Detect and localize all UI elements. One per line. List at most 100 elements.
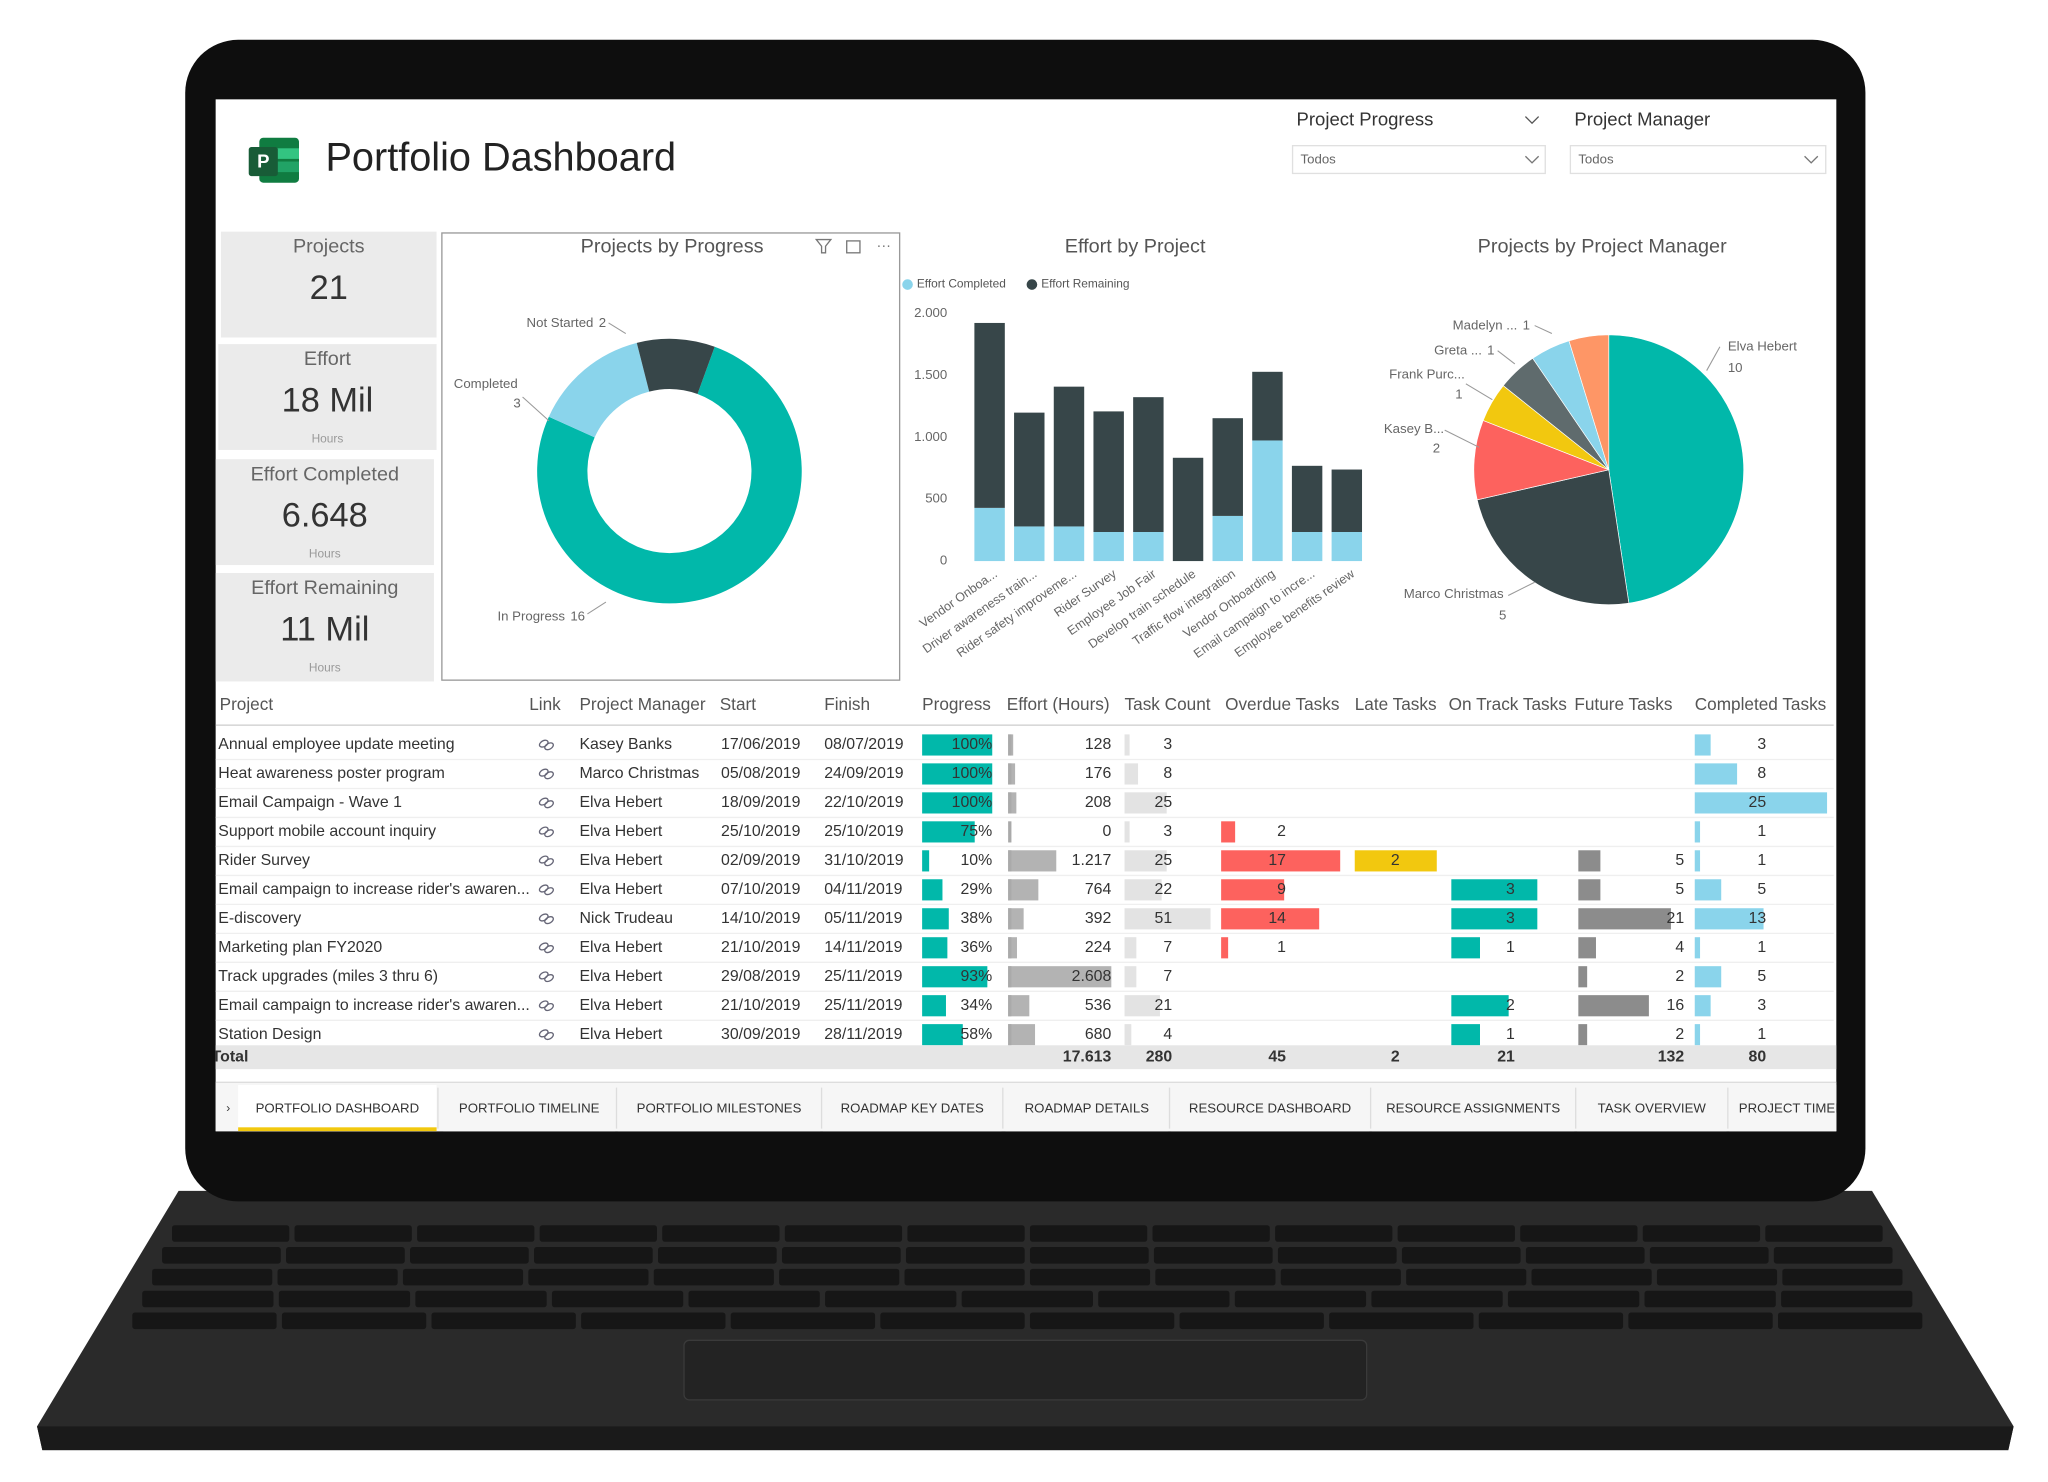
- cell: 3: [1163, 823, 1172, 840]
- link-icon[interactable]: [544, 799, 555, 809]
- cell: 18/09/2019: [721, 794, 801, 811]
- data-bar: [1694, 1024, 1701, 1046]
- cell: 100%: [952, 736, 993, 753]
- chevron: [1524, 116, 1540, 125]
- tab-label[interactable]: PORTFOLIO TIMELINE: [459, 1100, 600, 1115]
- column-header: Start: [720, 694, 757, 714]
- data-bar: [1124, 763, 1139, 785]
- link-icon[interactable]: [544, 886, 555, 896]
- svg-text:···: ···: [876, 238, 891, 254]
- key: [402, 1268, 524, 1286]
- cell: Elva Hebert: [579, 794, 662, 811]
- tab-label[interactable]: PORTFOLIO DASHBOARD: [256, 1100, 420, 1115]
- data-bar: [1008, 850, 1057, 872]
- cell: 224: [1085, 939, 1112, 956]
- slicer-label: Project Progress: [1297, 108, 1434, 129]
- data-bar: [1694, 995, 1711, 1017]
- key: [152, 1268, 273, 1286]
- link-icon[interactable]: [544, 857, 555, 867]
- data-bar: [1221, 879, 1285, 901]
- bar-start: [1008, 792, 1012, 814]
- link-icon[interactable]: [544, 1031, 555, 1041]
- slice: [537, 346, 802, 604]
- chart-title: Projects by Progress: [581, 236, 764, 258]
- tab-label[interactable]: ROADMAP KEY DATES: [841, 1100, 984, 1115]
- key: [281, 1312, 427, 1330]
- tab[interactable]: [1577, 1084, 1727, 1132]
- cell: 25/11/2019: [824, 997, 902, 1014]
- bar-start: [1008, 879, 1012, 901]
- tab[interactable]: [238, 1084, 437, 1132]
- cell: 14/11/2019: [824, 939, 902, 956]
- cell: Marketing plan FY2020: [218, 939, 382, 956]
- dropdown[interactable]: [1569, 144, 1827, 175]
- kpi-value: 18 Mil: [282, 381, 374, 419]
- leader-line: [522, 396, 550, 422]
- data-bar: [1451, 908, 1538, 930]
- cell: 5: [1675, 852, 1684, 869]
- cell: Elva Hebert: [579, 997, 662, 1014]
- link-icon[interactable]: [544, 741, 555, 751]
- link-icon[interactable]: [544, 1002, 555, 1012]
- cell: 2: [1675, 968, 1684, 985]
- cell: 31/10/2019: [824, 852, 904, 869]
- data-bar: [922, 792, 993, 814]
- key: [1179, 1312, 1324, 1330]
- tab-next[interactable]: ›: [226, 1101, 230, 1115]
- cell: Track upgrades (miles 3 thru 6): [218, 968, 438, 985]
- cell: 1: [1757, 823, 1766, 840]
- key: [431, 1312, 576, 1330]
- slice: [548, 342, 650, 438]
- leader-line: [1497, 350, 1516, 365]
- value-label: 1: [1487, 342, 1494, 357]
- link-icon[interactable]: [544, 973, 555, 983]
- data-bar: [1221, 821, 1236, 843]
- data-bar: [1008, 763, 1016, 785]
- legend-label: Effort Completed: [917, 277, 1006, 291]
- link-icon[interactable]: [544, 944, 555, 954]
- total-row-bg: [215, 1045, 1837, 1070]
- chevron: [1804, 155, 1819, 164]
- slicer[interactable]: Project Progress Todos: [1291, 108, 1546, 175]
- tab-label[interactable]: RESOURCE DASHBOARD: [1189, 1100, 1351, 1115]
- tab[interactable]: [617, 1084, 821, 1132]
- total-cell: Total: [212, 1048, 249, 1065]
- value-label: 2: [599, 314, 606, 329]
- cell: Support mobile account inquiry: [218, 823, 436, 840]
- data-bar: [1221, 937, 1229, 959]
- data-bar: [1578, 1024, 1588, 1046]
- cell: 1: [1757, 939, 1766, 956]
- tab[interactable]: [1005, 1084, 1169, 1132]
- tab-label[interactable]: ROADMAP DETAILS: [1025, 1100, 1150, 1115]
- bar-segment: [1212, 515, 1243, 562]
- link-icon[interactable]: [544, 915, 555, 925]
- value-label: 5: [1499, 607, 1506, 622]
- dropdown[interactable]: [1291, 144, 1546, 175]
- tab[interactable]: [443, 1084, 616, 1132]
- chart-title: Effort by Project: [1065, 236, 1206, 258]
- data-label: Kasey B... 2: [1384, 420, 1444, 455]
- tab[interactable]: [1729, 1084, 1865, 1132]
- data-bar: [1451, 1024, 1480, 1046]
- link-icon[interactable]: [544, 828, 555, 838]
- link-icon[interactable]: [544, 770, 555, 780]
- value-label: 1: [1523, 317, 1530, 332]
- cell: Elva Hebert: [579, 1026, 662, 1043]
- kpi-unit: Hours: [309, 547, 341, 561]
- tab[interactable]: [822, 1084, 1002, 1132]
- key: [1765, 1225, 1883, 1242]
- column-header: Overdue Tasks: [1225, 694, 1339, 714]
- slicer[interactable]: Project Manager Todos: [1569, 108, 1827, 175]
- tab[interactable]: [1371, 1084, 1575, 1132]
- key: [534, 1247, 653, 1264]
- cell: Elva Hebert: [579, 881, 662, 898]
- tab-label[interactable]: PROJECT TIMELIN: [1739, 1100, 1856, 1115]
- key: [688, 1290, 820, 1308]
- key: [1520, 1225, 1638, 1242]
- tab-label[interactable]: PORTFOLIO MILESTONES: [637, 1100, 802, 1115]
- tab-label[interactable]: TASK OVERVIEW: [1598, 1100, 1707, 1115]
- tab[interactable]: [1170, 1084, 1370, 1132]
- kpi-label: Projects: [293, 236, 365, 258]
- tab-label[interactable]: RESOURCE ASSIGNMENTS: [1386, 1100, 1560, 1115]
